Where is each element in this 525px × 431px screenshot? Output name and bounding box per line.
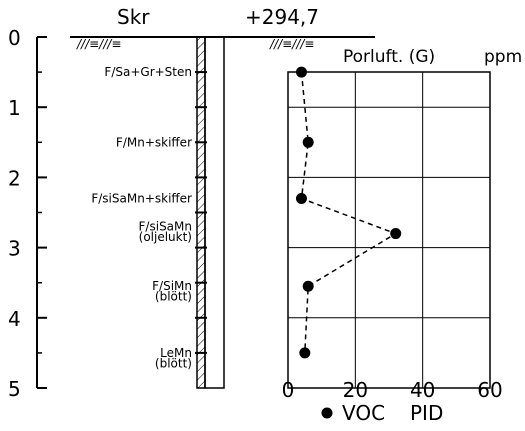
chart-unit: ppm [484, 47, 522, 67]
soil-layer-label: F/siSaMn+skiffer [91, 191, 192, 205]
elevation-label: +294,7 [245, 5, 319, 29]
voc-data-point [299, 347, 311, 359]
x-axis-tick-labels: 0 20 40 60 [282, 378, 503, 402]
x-tick-label: 0 [282, 378, 295, 402]
legend-voc-marker [321, 407, 333, 419]
soil-layer-label: (blött) [155, 290, 192, 304]
chart-frame [287, 71, 491, 389]
voc-data-point [295, 192, 307, 204]
depth-tick-label: 2 [8, 166, 21, 190]
depth-axis-ticks: 0 1 2 3 4 5 [8, 26, 47, 401]
soil-layer-label: LeMn [160, 346, 192, 360]
soil-layer-label: F/Sa+Gr+Sten [104, 65, 192, 79]
depth-tick-label: 0 [8, 26, 21, 50]
ground-hatch-left: ///≡///≡ [76, 37, 121, 51]
soil-layer-label: F/SiMn [152, 279, 192, 293]
x-tick-label: 60 [477, 378, 502, 402]
voc-data-point [302, 136, 314, 148]
x-tick-label: 20 [343, 378, 368, 402]
depth-tick-label: 4 [8, 307, 21, 331]
voc-data-point [295, 66, 307, 78]
soil-layer-label: (blött) [155, 356, 192, 370]
skr-label: Skr [117, 5, 150, 29]
soil-layer-labels: F/Sa+Gr+Sten F/Mn+skiffer F/siSaMn+skiffer… [91, 65, 192, 370]
x-tick-label: 40 [410, 378, 435, 402]
voc-data-point [302, 280, 314, 292]
borehole-depth-marks [195, 71, 207, 354]
depth-tick-label: 3 [8, 237, 21, 261]
soil-layer-label: F/Mn+skiffer [116, 135, 192, 149]
chart-grid [287, 71, 491, 389]
borehole-casing [204, 36, 225, 389]
ground-hatch-right: ///≡///≡ [269, 37, 314, 51]
depth-tick-label: 5 [8, 377, 21, 401]
chart-title: Porluft. (G) [343, 47, 435, 67]
voc-data-point [390, 228, 402, 240]
voc-series-line [300, 72, 398, 353]
legend-voc-label: VOC [342, 401, 385, 425]
soil-layer-label: F/siSaMn [139, 220, 192, 234]
legend-method-label: PID [410, 401, 443, 425]
soil-layer-label: (oljelukt) [139, 230, 192, 244]
voc-series-points [295, 66, 402, 359]
depth-tick-label: 1 [8, 96, 21, 120]
